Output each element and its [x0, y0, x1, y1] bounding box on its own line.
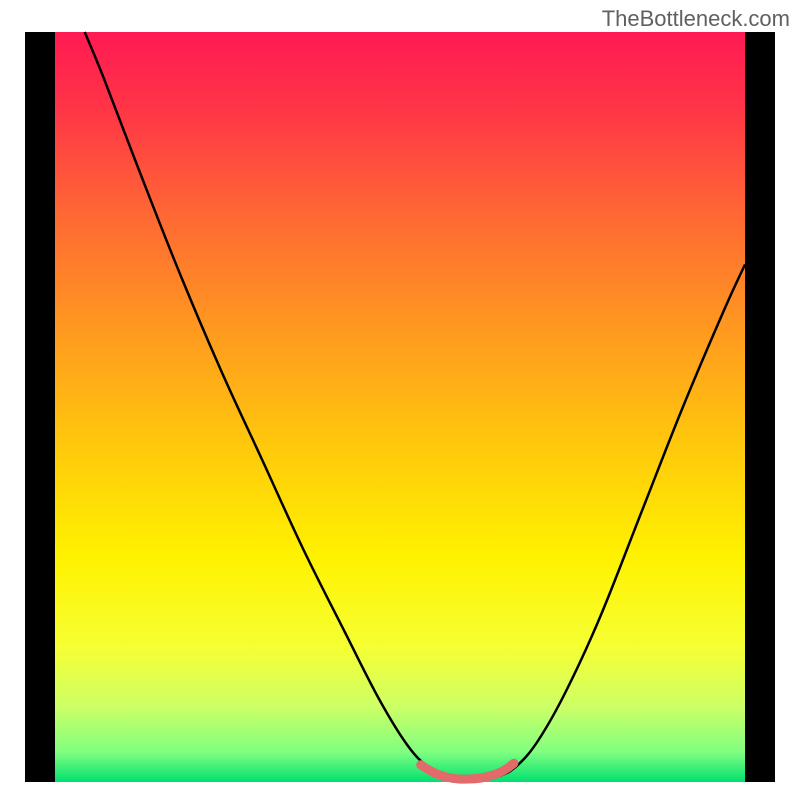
trough-marker — [421, 763, 514, 779]
main-curve — [85, 32, 745, 781]
watermark-text: TheBottleneck.com — [602, 6, 790, 32]
figure-root: TheBottleneck.com — [0, 0, 800, 800]
curve-layer — [0, 0, 800, 800]
